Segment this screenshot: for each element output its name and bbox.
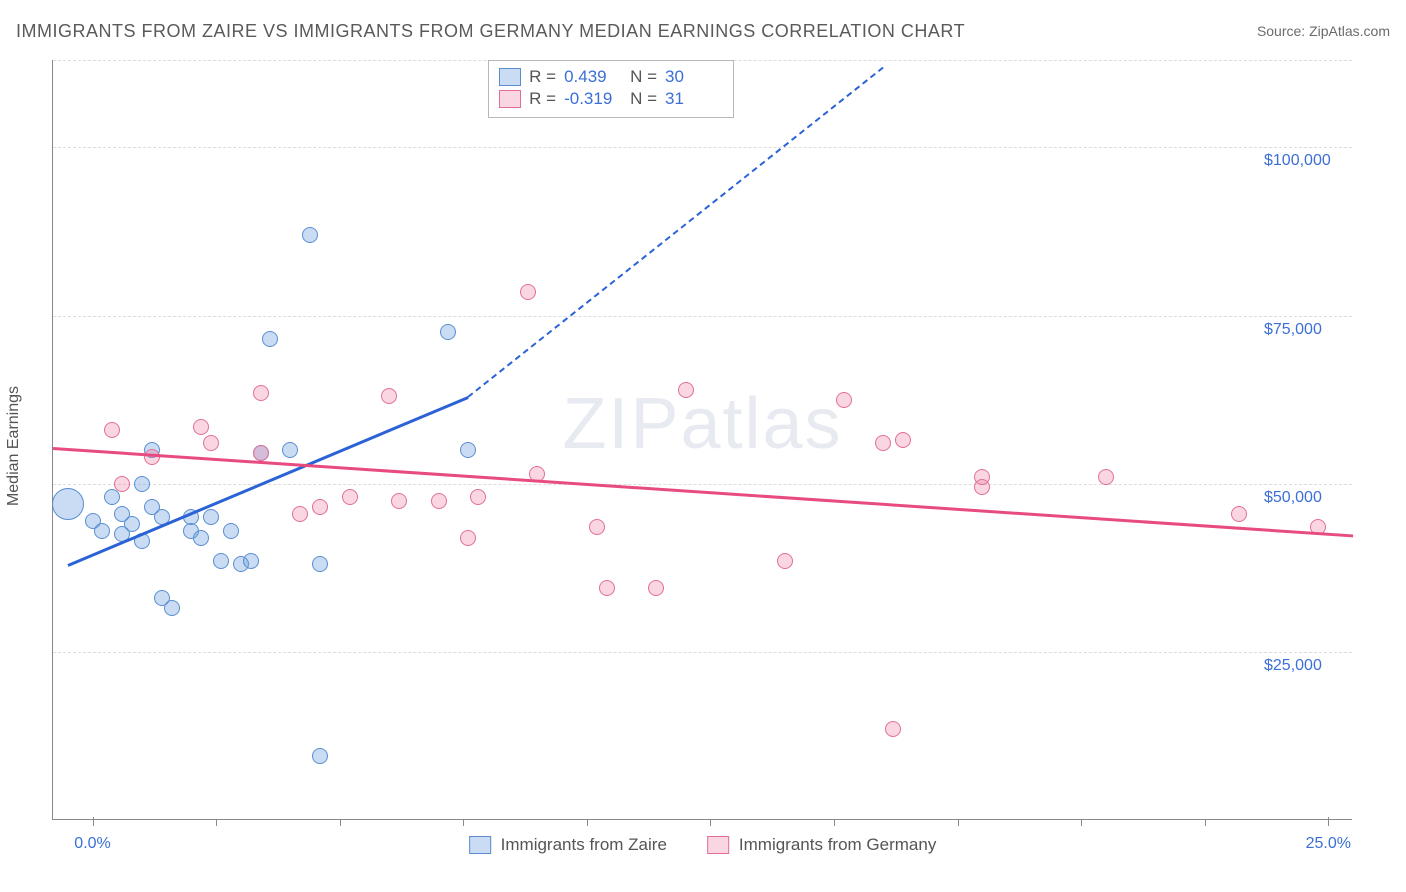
r-label: R =	[529, 67, 556, 87]
title-bar: IMMIGRANTS FROM ZAIRE VS IMMIGRANTS FROM…	[16, 18, 1390, 44]
scatter-point-germany	[312, 499, 328, 515]
scatter-point-zaire	[312, 556, 328, 572]
x-tick-label: 0.0%	[74, 835, 110, 853]
scatter-point-germany	[974, 469, 990, 485]
correlation-row-germany: R = -0.319 N = 31	[499, 89, 723, 109]
x-tick	[463, 819, 464, 826]
scatter-point-germany	[381, 388, 397, 404]
scatter-point-germany	[648, 580, 664, 596]
legend-swatch	[499, 68, 521, 86]
r-label: R =	[529, 89, 556, 109]
n-label: N =	[630, 67, 657, 87]
n-value: 30	[665, 67, 723, 87]
scatter-point-germany	[391, 493, 407, 509]
scatter-point-germany	[678, 382, 694, 398]
scatter-point-zaire	[203, 509, 219, 525]
scatter-point-zaire	[262, 331, 278, 347]
scatter-point-germany	[114, 476, 130, 492]
gridline	[53, 316, 1352, 317]
r-value: 0.439	[564, 67, 622, 87]
y-tick-label: $75,000	[1264, 321, 1344, 339]
scatter-point-germany	[292, 506, 308, 522]
r-value: -0.319	[564, 89, 622, 109]
x-tick	[216, 819, 217, 826]
scatter-point-germany	[203, 435, 219, 451]
scatter-point-zaire	[164, 600, 180, 616]
scatter-point-zaire	[94, 523, 110, 539]
scatter-point-zaire	[134, 476, 150, 492]
legend-label: Immigrants from Germany	[739, 835, 936, 855]
scatter-point-germany	[104, 422, 120, 438]
scatter-point-germany	[470, 489, 486, 505]
x-tick	[710, 819, 711, 826]
scatter-point-germany	[589, 519, 605, 535]
legend-item-zaire: Immigrants from Zaire	[469, 835, 667, 855]
scatter-point-germany	[193, 419, 209, 435]
series-legend: Immigrants from Zaire Immigrants from Ger…	[469, 835, 937, 855]
x-tick	[1205, 819, 1206, 826]
scatter-point-zaire	[312, 748, 328, 764]
correlation-row-zaire: R = 0.439 N = 30	[499, 67, 723, 87]
chart-source: Source: ZipAtlas.com	[1257, 23, 1390, 39]
scatter-point-zaire	[440, 324, 456, 340]
scatter-point-germany	[885, 721, 901, 737]
scatter-point-germany	[1231, 506, 1247, 522]
scatter-point-germany	[431, 493, 447, 509]
gridline	[53, 652, 1352, 653]
scatter-point-germany	[777, 553, 793, 569]
scatter-point-germany	[1098, 469, 1114, 485]
scatter-point-germany	[895, 432, 911, 448]
scatter-point-zaire	[282, 442, 298, 458]
gridline	[53, 147, 1352, 148]
legend-swatch	[707, 836, 729, 854]
y-axis-label: Median Earnings	[5, 386, 23, 506]
y-tick-label: $100,000	[1264, 152, 1344, 170]
x-tick	[340, 819, 341, 826]
scatter-point-zaire	[193, 530, 209, 546]
scatter-point-germany	[460, 530, 476, 546]
scatter-point-zaire	[223, 523, 239, 539]
scatter-point-germany	[253, 445, 269, 461]
scatter-point-zaire	[52, 488, 84, 520]
x-tick-label: 25.0%	[1306, 835, 1351, 853]
scatter-point-zaire	[243, 553, 259, 569]
plot-area: ZIPatlas $25,000 $50,000 $75,000 $100,000 0.…	[52, 60, 1352, 820]
y-tick-label: $25,000	[1264, 657, 1344, 675]
scatter-point-zaire	[104, 489, 120, 505]
scatter-point-germany	[599, 580, 615, 596]
scatter-point-germany	[875, 435, 891, 451]
x-tick	[587, 819, 588, 826]
watermark: ZIPatlas	[562, 383, 842, 465]
n-label: N =	[630, 89, 657, 109]
scatter-point-zaire	[302, 227, 318, 243]
chart-title: IMMIGRANTS FROM ZAIRE VS IMMIGRANTS FROM…	[16, 21, 965, 42]
scatter-point-germany	[520, 284, 536, 300]
x-tick	[1328, 817, 1329, 826]
gridline	[53, 484, 1352, 485]
trend-line	[53, 447, 1353, 537]
scatter-point-zaire	[213, 553, 229, 569]
legend-swatch	[469, 836, 491, 854]
y-tick-label: $50,000	[1264, 489, 1344, 507]
correlation-legend: R = 0.439 N = 30 R = -0.319 N = 31	[488, 60, 734, 118]
x-tick	[958, 819, 959, 826]
n-value: 31	[665, 89, 723, 109]
legend-label: Immigrants from Zaire	[501, 835, 667, 855]
scatter-point-zaire	[124, 516, 140, 532]
x-tick	[834, 819, 835, 826]
scatter-point-germany	[836, 392, 852, 408]
scatter-point-zaire	[460, 442, 476, 458]
scatter-point-germany	[253, 385, 269, 401]
x-tick	[93, 817, 94, 826]
legend-swatch	[499, 90, 521, 108]
scatter-point-germany	[342, 489, 358, 505]
x-tick	[1081, 819, 1082, 826]
watermark-text: ZIPatlas	[562, 384, 842, 464]
legend-item-germany: Immigrants from Germany	[707, 835, 936, 855]
